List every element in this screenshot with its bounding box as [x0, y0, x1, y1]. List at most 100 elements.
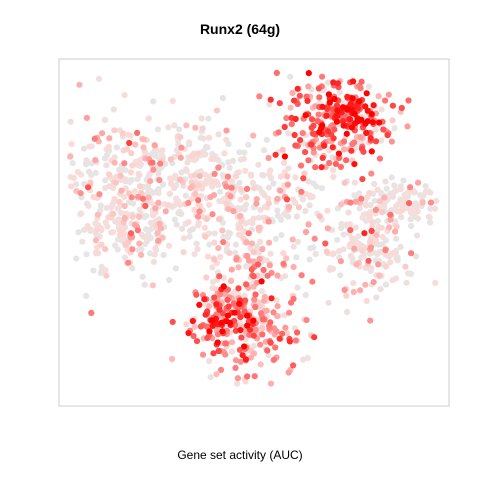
cell-point [139, 273, 146, 280]
cell-point [222, 340, 229, 347]
cell-point [253, 196, 260, 203]
cell-point [223, 200, 230, 208]
cell-point [414, 215, 421, 222]
cell-point [117, 172, 124, 179]
cell-point [185, 219, 192, 226]
cell-point [224, 173, 232, 180]
cell-point [358, 116, 365, 123]
cell-point [285, 130, 292, 137]
cell-point [232, 357, 240, 364]
cell-point [374, 251, 381, 258]
cell-point [235, 285, 242, 292]
cell-point [203, 274, 210, 281]
cell-point [218, 319, 225, 326]
cell-point [147, 178, 154, 185]
cell-point [292, 142, 299, 149]
cell-point [275, 212, 282, 220]
cell-point [367, 244, 374, 251]
cell-point [267, 339, 274, 346]
cell-point [294, 284, 301, 291]
cell-point [265, 154, 272, 162]
cell-point [198, 115, 205, 122]
cell-point [340, 138, 348, 145]
cell-point [106, 135, 113, 142]
cell-point [281, 312, 288, 319]
cell-point [250, 273, 257, 280]
cell-point [191, 206, 198, 214]
cell-point [157, 160, 164, 167]
cell-point [147, 219, 154, 226]
cell-point [136, 183, 144, 190]
cell-point [99, 130, 106, 137]
cell-point [326, 159, 333, 167]
cell-point [216, 291, 224, 298]
cell-point [363, 297, 370, 305]
cell-point [335, 150, 342, 157]
cell-point [255, 161, 262, 168]
cell-point [412, 253, 420, 260]
cell-point [292, 115, 299, 123]
cell-point [206, 173, 213, 180]
cell-point [78, 210, 85, 217]
cell-point [309, 278, 316, 285]
cell-point [277, 173, 284, 180]
cell-point [152, 205, 159, 212]
cell-point [399, 207, 406, 214]
cell-point [113, 144, 120, 151]
cell-point [206, 241, 213, 248]
cell-point [369, 220, 376, 227]
cell-point [169, 318, 176, 325]
cell-point [382, 97, 389, 104]
cell-point [346, 116, 353, 123]
cell-point [128, 176, 135, 184]
cell-point [360, 252, 367, 259]
cell-point [323, 112, 330, 119]
cell-point [129, 246, 136, 253]
cell-point [325, 299, 332, 306]
cell-point [245, 230, 252, 237]
cell-point [295, 204, 302, 211]
cell-point [427, 189, 434, 196]
cell-point [358, 195, 365, 202]
cell-point [318, 185, 325, 192]
cell-point [427, 199, 434, 206]
cell-point [284, 181, 291, 188]
cell-point [259, 246, 266, 253]
cell-point [250, 332, 257, 339]
cell-point [258, 288, 266, 295]
cell-point [357, 134, 364, 141]
cell-point [238, 334, 245, 341]
cell-point [306, 202, 313, 209]
cell-point [312, 164, 319, 171]
cell-point [389, 102, 396, 109]
cell-point [266, 262, 273, 269]
cell-point [117, 209, 124, 217]
cell-point [373, 232, 380, 239]
cell-point [121, 202, 128, 210]
cell-point [367, 202, 374, 209]
cell-point [324, 104, 331, 111]
cell-point [206, 357, 213, 365]
cell-point [189, 317, 196, 325]
cell-point [216, 273, 223, 280]
cell-point [369, 119, 376, 126]
cell-point [221, 150, 228, 157]
cell-point [211, 170, 218, 177]
cell-point [211, 239, 218, 246]
cell-point [142, 226, 150, 233]
cell-point [95, 75, 103, 82]
cell-point [219, 171, 226, 179]
cell-point [92, 237, 100, 244]
cell-point [319, 73, 326, 80]
cell-point [215, 164, 222, 171]
cell-point [226, 164, 233, 171]
cell-point [210, 180, 217, 187]
x-axis-label: Gene set activity (AUC) [177, 448, 303, 462]
cell-point [195, 197, 202, 204]
cell-point [150, 98, 157, 105]
cell-point [358, 78, 365, 85]
cell-point [149, 159, 156, 166]
cell-point [376, 155, 383, 162]
cell-point [278, 232, 285, 239]
cell-point [218, 366, 225, 373]
